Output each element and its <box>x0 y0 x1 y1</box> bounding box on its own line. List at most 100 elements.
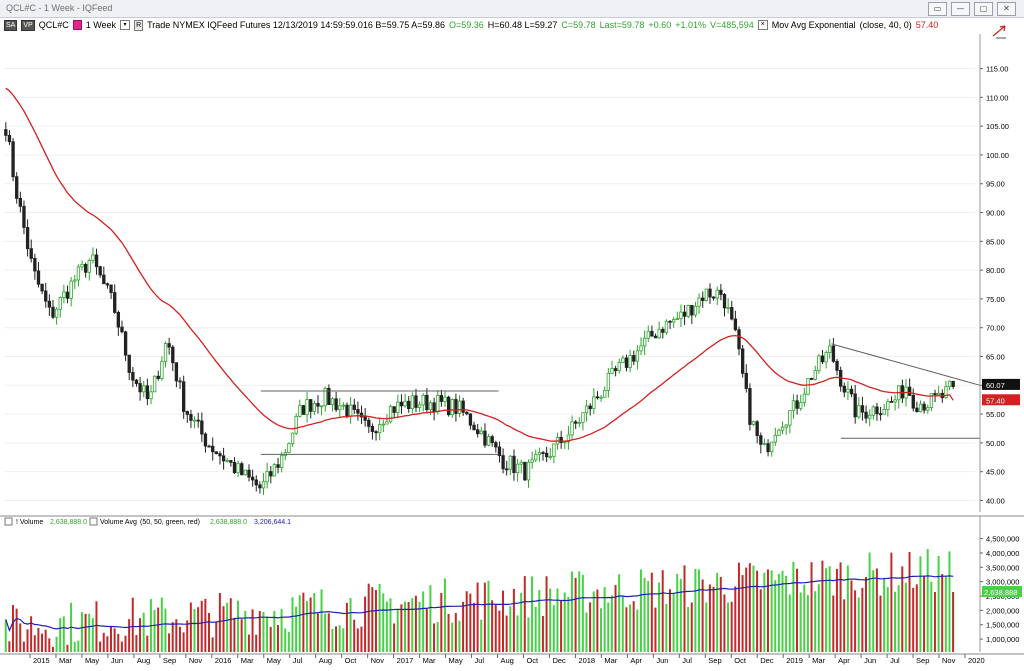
candle-body <box>196 419 200 422</box>
volume-bar <box>727 602 730 652</box>
candle-body <box>47 300 52 308</box>
interval-dropdown-icon[interactable]: ▾ <box>120 20 131 30</box>
interval-label[interactable]: 1 Week <box>85 20 117 30</box>
volume-bar <box>102 632 105 652</box>
volume-bar <box>393 623 396 652</box>
volume-value: V=485,594 <box>709 20 754 30</box>
candle-body <box>802 393 807 403</box>
volume-bar <box>84 613 87 652</box>
candle-body <box>570 421 574 436</box>
candle-body <box>682 311 687 317</box>
volume-bar <box>770 570 773 652</box>
window-buttons: ▭ — ▢ ✕ <box>928 2 1016 16</box>
candle-body <box>450 399 454 416</box>
candle-body <box>584 405 589 414</box>
volume-bar <box>418 601 421 652</box>
symbol-color-swatch[interactable] <box>72 20 82 30</box>
volume-bar <box>153 610 156 652</box>
time-tick-label: May <box>267 656 281 665</box>
candle-body <box>142 385 146 393</box>
price-tick-label: 65.00 <box>986 353 1005 362</box>
candle-body <box>784 424 788 428</box>
candle-body <box>138 383 142 393</box>
volume-bar <box>825 568 828 652</box>
volume-bar <box>636 609 639 652</box>
volume-bar <box>157 607 160 652</box>
volume-bar <box>901 566 904 652</box>
study-params: (close, 40, 0) <box>859 20 912 30</box>
trendline-annotations[interactable] <box>260 343 981 455</box>
minimize-button[interactable]: — <box>951 2 970 16</box>
volume-bar <box>378 584 381 652</box>
volume-bar <box>458 620 461 652</box>
volume-bar <box>806 595 809 652</box>
candle-body <box>80 263 84 268</box>
candle-body <box>214 451 219 455</box>
candle-body <box>294 416 298 434</box>
volume-bar <box>472 602 475 652</box>
candle-body <box>588 405 592 410</box>
candle-body <box>392 406 396 413</box>
candle-body <box>123 331 128 356</box>
volume-bar <box>705 602 708 652</box>
volume-bar <box>51 646 54 652</box>
candle-body <box>200 420 204 435</box>
volume-bar <box>364 596 367 652</box>
candle-body <box>145 385 150 400</box>
volume-bar <box>552 605 555 652</box>
candle-body <box>280 455 284 468</box>
volume-bar <box>120 641 123 652</box>
candle-body <box>62 291 66 298</box>
r-button[interactable]: R <box>134 19 144 31</box>
candle-body <box>574 421 578 424</box>
volume-bar <box>182 632 185 652</box>
time-tick-label: Oct <box>345 656 358 665</box>
candle-body <box>91 254 95 261</box>
volume-tick-label: 3,000,000 <box>986 578 1019 587</box>
price-tick-label: 115.00 <box>986 65 1008 74</box>
volume-bar <box>247 634 250 652</box>
candle-body <box>657 328 661 339</box>
candle-body <box>777 429 781 436</box>
symbol-label[interactable]: QCL#C <box>38 20 69 30</box>
volume-bar <box>30 616 33 652</box>
volume-avg-value1: 2,638,888.0 <box>210 519 247 526</box>
volume-bar <box>451 622 454 652</box>
candle-body <box>236 463 240 474</box>
candle-body <box>831 345 836 362</box>
study-name[interactable]: Mov Avg Exponential <box>771 20 856 30</box>
volume-bar <box>44 629 47 652</box>
candle-body <box>232 461 237 474</box>
volume-bar <box>360 626 363 652</box>
candle-body <box>414 395 418 408</box>
volume-bar <box>650 572 653 652</box>
vp-button[interactable]: VP <box>21 19 35 31</box>
candle-body <box>69 280 73 299</box>
candle-body <box>900 385 905 399</box>
remove-study-icon[interactable]: × <box>757 20 768 30</box>
candle-body <box>759 435 763 445</box>
candle-body <box>918 403 923 413</box>
volume-bar <box>483 582 486 652</box>
candle-body <box>356 409 360 414</box>
volume-bar <box>59 618 62 652</box>
volume-legend: ! Volume 2,638,888.0 Volume Avg (50, 50, gr… <box>4 517 291 526</box>
candle-body <box>174 362 179 382</box>
volume-bar <box>255 634 258 652</box>
volume-bar <box>218 592 221 652</box>
candle-body <box>526 461 531 481</box>
candle-body <box>824 352 828 363</box>
candle-body <box>577 421 581 424</box>
candle-body <box>396 401 400 413</box>
volume-bar <box>8 641 11 652</box>
sa-button[interactable]: SA <box>4 19 18 31</box>
candle-body <box>7 134 12 143</box>
restore-window-button[interactable]: ▭ <box>928 2 947 16</box>
volume-bar <box>585 612 588 652</box>
close-window-button[interactable]: ✕ <box>997 2 1016 16</box>
candle-body <box>156 375 160 379</box>
candle-body <box>410 395 415 410</box>
time-tick-label: Apr <box>630 656 642 665</box>
maximize-button[interactable]: ▢ <box>974 2 993 16</box>
